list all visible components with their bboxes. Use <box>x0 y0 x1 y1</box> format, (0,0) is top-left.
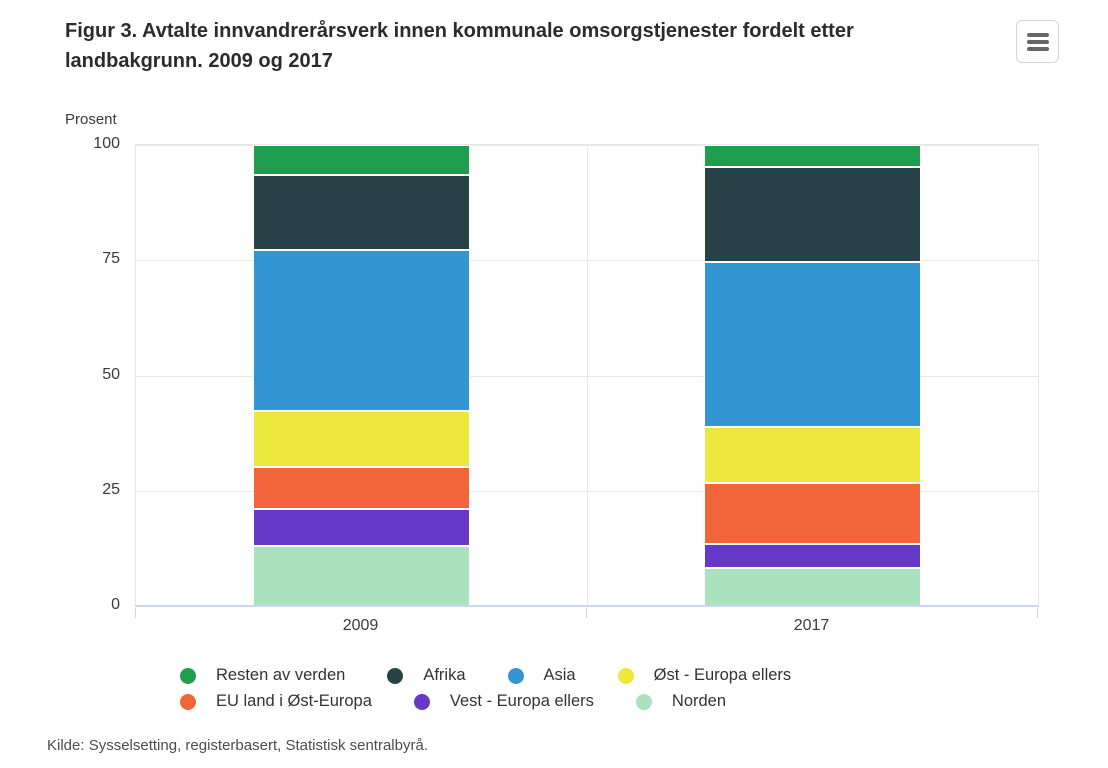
x-axis-tick <box>135 608 136 618</box>
x-axis-line <box>135 605 1039 607</box>
bar-segment[interactable] <box>253 509 470 547</box>
legend-item-norden[interactable]: Norden <box>635 692 727 711</box>
source-note: Kilde: Sysselsetting, registerbasert, St… <box>47 737 428 754</box>
bar-segment[interactable] <box>253 249 470 411</box>
legend-label: Asia <box>543 666 576 684</box>
x-axis-label: 2009 <box>342 617 379 634</box>
y-axis-tick-label: 50 <box>102 365 120 383</box>
legend-marker-icon <box>180 667 196 684</box>
legend-item-afrika[interactable]: Afrika <box>387 666 466 685</box>
bar-2017 <box>704 145 921 606</box>
bar-segment[interactable] <box>704 426 921 483</box>
y-axis-title: Prosent <box>65 111 117 128</box>
legend-item-resten-av-verden[interactable]: Resten av verden <box>180 666 345 685</box>
chart-legend: Resten av verden Afrika Asia Øst - Europa e… <box>180 666 950 718</box>
y-axis-tick-label: 0 <box>111 596 120 613</box>
legend-label: Norden <box>671 692 727 710</box>
y-axis-tick-labels: 0 25 50 75 100 <box>40 135 128 613</box>
bar-segment[interactable] <box>704 166 921 263</box>
legend-item-asia[interactable]: Asia <box>507 666 576 685</box>
bar-segment[interactable] <box>253 410 470 467</box>
bar-segment[interactable] <box>253 546 470 606</box>
category-divider-gridline <box>587 145 588 606</box>
x-axis-labels: 2009 2017 <box>0 617 1108 641</box>
bar-segment[interactable] <box>253 466 470 510</box>
legend-item-eu-land-i-st-europa[interactable]: EU land i Øst-Europa <box>180 692 372 711</box>
y-axis-tick-label: 75 <box>102 250 120 268</box>
legend-label: EU land i Øst-Europa <box>216 692 372 710</box>
bar-segment[interactable] <box>704 568 921 606</box>
bar-segment[interactable] <box>704 482 921 544</box>
legend-marker-icon <box>507 667 524 684</box>
legend-label: Vest - Europa ellers <box>449 692 594 710</box>
plot-area <box>135 144 1039 618</box>
legend-label: Øst - Europa ellers <box>653 666 792 684</box>
y-axis-tick-label: 100 <box>93 135 120 152</box>
bar-2009 <box>253 145 470 606</box>
x-axis-tick <box>586 608 587 618</box>
y-axis-tick-label: 25 <box>102 480 120 498</box>
legend-label: Afrika <box>423 666 466 684</box>
bar-segment[interactable] <box>704 145 921 167</box>
legend-item-vest-europa-ellers[interactable]: Vest - Europa ellers <box>413 692 594 711</box>
legend-marker-icon <box>387 667 404 684</box>
x-axis-tick <box>1037 608 1038 618</box>
bar-segment[interactable] <box>253 174 470 250</box>
bar-segment[interactable] <box>253 145 470 175</box>
legend-marker-icon <box>180 693 196 710</box>
legend-item--st-europa-ellers[interactable]: Øst - Europa ellers <box>617 666 792 685</box>
legend-marker-icon <box>413 693 430 710</box>
chart-context-menu-button[interactable] <box>1016 20 1059 63</box>
chart-title: Figur 3. Avtalte innvandrerårsverk innen… <box>65 20 854 72</box>
bar-segment[interactable] <box>704 543 921 569</box>
legend-marker-icon <box>617 667 634 684</box>
x-axis-label: 2017 <box>793 617 830 634</box>
legend-marker-icon <box>635 693 652 710</box>
legend-label: Resten av verden <box>216 666 346 684</box>
hamburger-icon <box>1026 32 1049 51</box>
bar-segment[interactable] <box>704 262 921 427</box>
